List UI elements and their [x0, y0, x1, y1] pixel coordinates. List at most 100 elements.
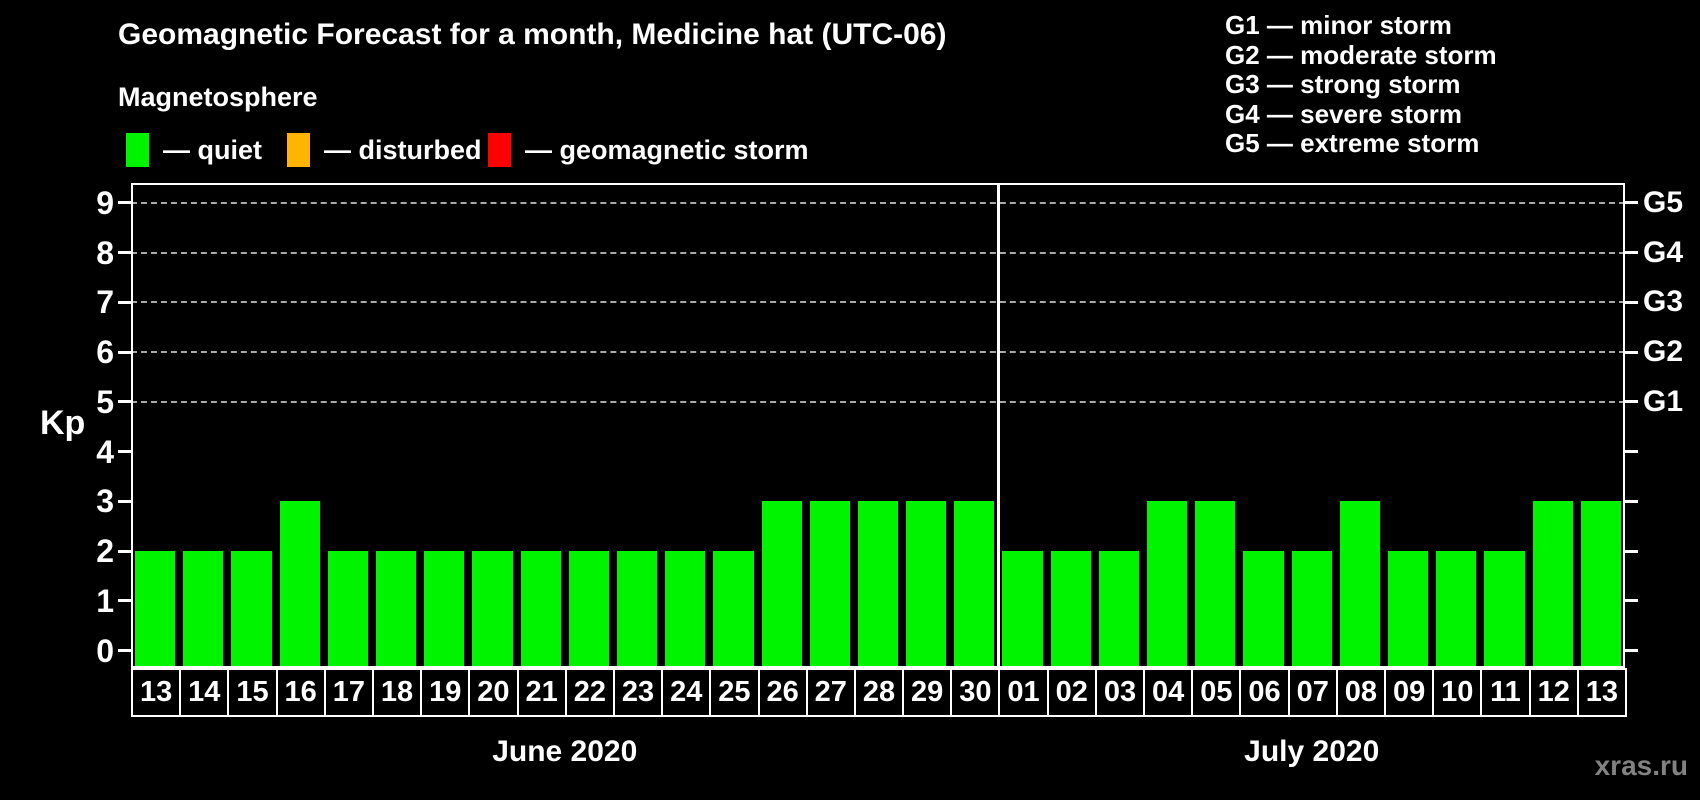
- kp-bar: [1147, 501, 1188, 668]
- storm-scale-line: G1 — minor storm: [1225, 10, 1452, 40]
- day-label: 04: [1143, 668, 1194, 717]
- kp-bar: [1532, 501, 1573, 668]
- y-axis-tick-right: [1625, 549, 1638, 553]
- storm-scale-legend: G1 — minor storm G2 — moderate storm G3 — …: [1225, 10, 1497, 159]
- kp-bar: [954, 501, 995, 668]
- y-axis-tick-left: [118, 450, 131, 454]
- gridline-g9: [131, 201, 1625, 204]
- y-axis-tick-label: 7: [96, 284, 114, 321]
- y-axis-tick-left: [118, 350, 131, 354]
- y-axis-tick-right: [1625, 251, 1638, 255]
- y-axis-tick-right: [1625, 201, 1638, 205]
- y-axis-tick-right: [1625, 599, 1638, 603]
- kp-bar: [857, 501, 899, 668]
- kp-axis-label: Kp: [40, 404, 86, 442]
- legend-item-label: — quiet: [163, 134, 262, 165]
- day-label: 10: [1432, 668, 1483, 717]
- day-label: 23: [612, 668, 664, 717]
- day-label: 05: [1191, 668, 1242, 717]
- kp-bar: [1098, 551, 1140, 668]
- month-label: July 2020: [1244, 735, 1380, 768]
- kp-bar: [1243, 551, 1284, 668]
- day-label: 30: [950, 668, 1001, 717]
- y-axis-tick-label: 3: [96, 483, 114, 520]
- month-divider: [996, 183, 1000, 668]
- y-axis-tick-label: 2: [96, 533, 114, 570]
- kp-bar: [568, 551, 609, 668]
- legend-item: — disturbed: [287, 133, 482, 167]
- kp-bar: [135, 551, 176, 668]
- month-label: June 2020: [492, 735, 638, 768]
- legend-item-label: — disturbed: [324, 134, 482, 165]
- kp-bar: [1050, 551, 1091, 668]
- y-axis-tick-right: [1625, 300, 1638, 304]
- kp-bar: [472, 551, 513, 668]
- y-axis-tick-right: [1625, 649, 1638, 653]
- watermark: xras.ru: [1594, 750, 1688, 781]
- day-label: 22: [564, 668, 615, 717]
- y-axis-tick-right: [1625, 499, 1638, 503]
- kp-bar: [1339, 501, 1381, 668]
- gridline-g7: [131, 301, 1625, 304]
- gridline-g8: [131, 251, 1625, 254]
- kp-bar: [906, 501, 947, 668]
- kp-bar: [761, 501, 802, 668]
- day-label: 13: [131, 668, 182, 717]
- legend-item-label: — geomagnetic storm: [525, 134, 809, 165]
- y-axis-tick-right: [1625, 400, 1638, 404]
- y-axis-tick-label: 8: [96, 234, 114, 271]
- y-axis-tick-label: 9: [96, 184, 114, 221]
- y-axis-tick-left: [118, 549, 131, 553]
- legend-item: — quiet: [126, 133, 262, 167]
- day-label: 26: [757, 668, 808, 717]
- day-label: 14: [179, 668, 230, 717]
- y-axis-tick-label: 5: [96, 383, 114, 420]
- y-axis-tick-label: 1: [96, 582, 114, 619]
- kp-bar: [665, 551, 706, 668]
- day-label: 13: [1576, 668, 1627, 717]
- g-scale-tick-label: G4: [1643, 235, 1684, 269]
- day-label: 27: [805, 668, 856, 717]
- day-label: 24: [661, 668, 712, 717]
- storm-scale-line: G2 — moderate storm: [1225, 39, 1497, 70]
- legend-item: — geomagnetic storm: [488, 133, 809, 167]
- storm-scale-line: G5 — extreme storm: [1225, 128, 1480, 159]
- quiet-swatch-icon: [126, 133, 149, 167]
- day-label: 20: [468, 668, 519, 717]
- day-label: 29: [902, 668, 953, 717]
- disturbed-swatch-icon: [287, 133, 310, 167]
- y-axis-tick-left: [118, 649, 131, 653]
- day-label: 11: [1480, 668, 1531, 717]
- kp-bar: [1195, 501, 1236, 668]
- day-label: 07: [1287, 668, 1338, 717]
- storm-scale-line: G3 — strong storm: [1225, 69, 1461, 100]
- y-axis-tick-right: [1625, 450, 1638, 454]
- y-axis-tick-label: 4: [96, 433, 114, 470]
- kp-bar: [231, 551, 272, 668]
- g-scale-tick-label: G1: [1643, 384, 1684, 418]
- gridline-g6: [131, 351, 1625, 354]
- day-label: 28: [853, 668, 905, 717]
- kp-bar: [1002, 551, 1043, 668]
- magnetosphere-label: Magnetosphere: [118, 82, 318, 112]
- y-axis-tick-left: [118, 201, 131, 205]
- y-axis-tick-left: [118, 400, 131, 404]
- kp-bar: [713, 551, 754, 668]
- kp-bar: [279, 501, 320, 668]
- day-label: 18: [371, 668, 423, 717]
- day-label: 25: [709, 668, 760, 717]
- kp-bar: [1291, 551, 1332, 668]
- day-label: 01: [998, 668, 1049, 717]
- y-axis-tick-label: 0: [96, 632, 114, 669]
- kp-bar: [616, 551, 658, 668]
- day-label: 02: [1046, 668, 1097, 717]
- day-label: 09: [1384, 668, 1435, 717]
- day-label: 15: [227, 668, 278, 717]
- day-label: 21: [516, 668, 567, 717]
- day-label: 06: [1239, 668, 1290, 717]
- storm-scale-line: G4 — severe storm: [1225, 98, 1463, 129]
- kp-bar: [1436, 551, 1477, 668]
- y-axis-tick-left: [118, 599, 131, 603]
- day-label: 12: [1528, 668, 1579, 717]
